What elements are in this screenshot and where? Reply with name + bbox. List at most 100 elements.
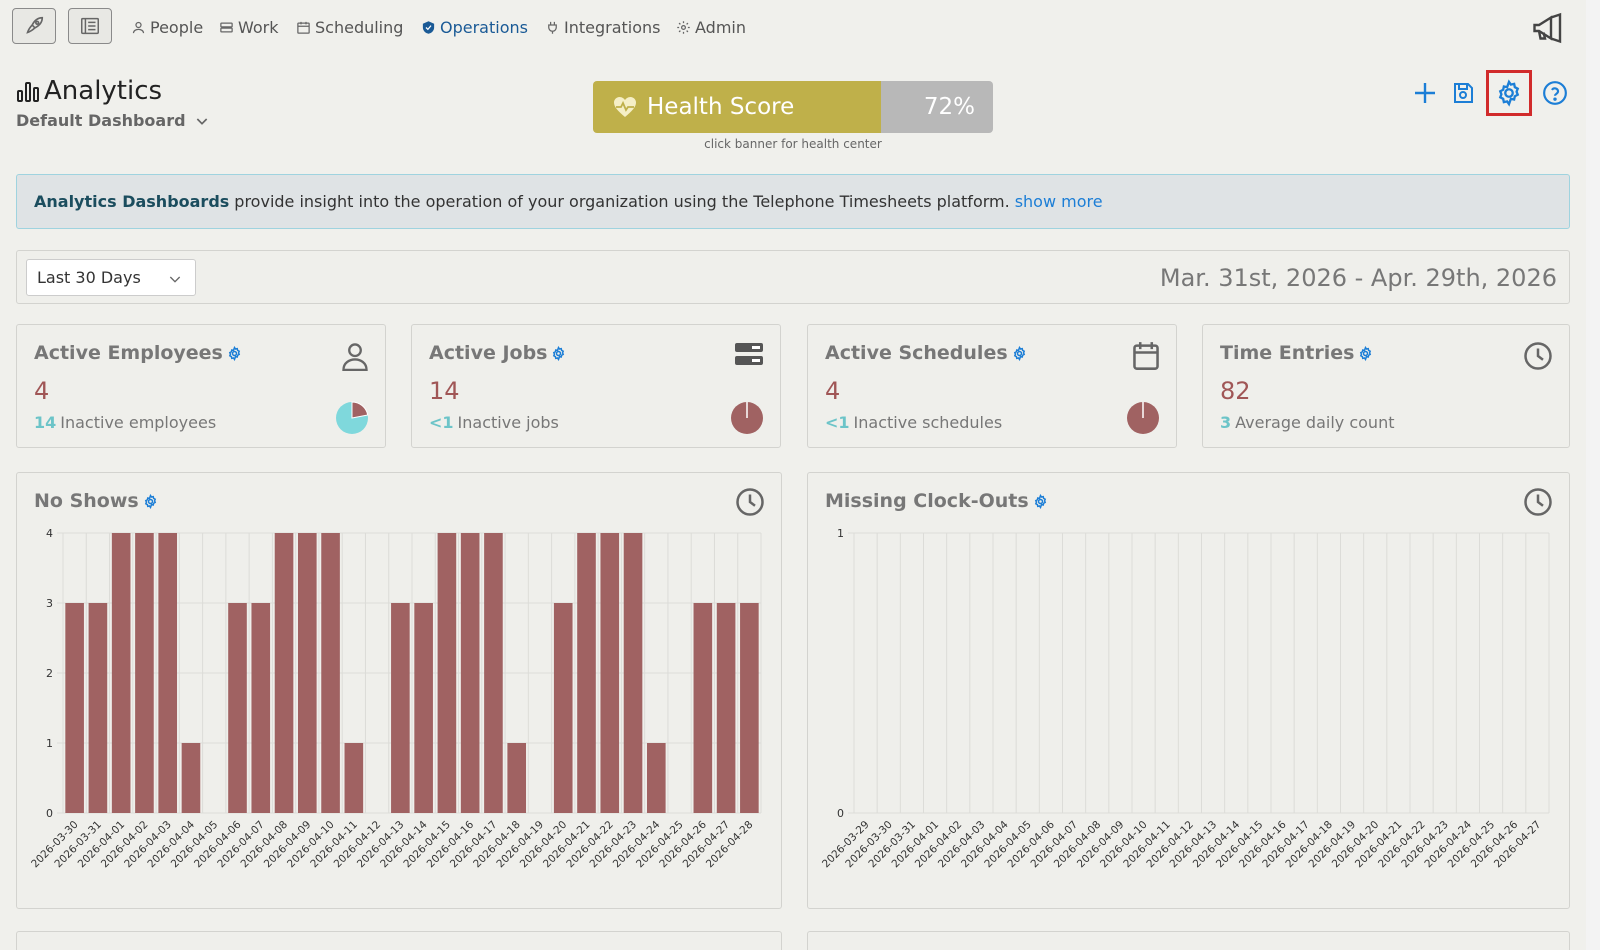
info-banner: Analytics Dashboards provide insight int… [16, 174, 1570, 229]
date-range-select[interactable]: Last 30 Days [26, 259, 196, 296]
top-nav: People Work Scheduling Operations Integr… [0, 0, 1586, 56]
stat-pie [1127, 402, 1159, 434]
nav-work-label: Work [238, 18, 279, 37]
stat-card-active-jobs: Active Jobs 14 <1 Inactive jobs [411, 324, 781, 448]
person-icon [132, 21, 145, 34]
bar[interactable] [391, 603, 410, 813]
help-button[interactable] [1540, 78, 1570, 108]
bar[interactable] [344, 743, 364, 813]
y-tick-label: 4 [46, 527, 53, 540]
info-banner-title: Analytics Dashboards [34, 192, 230, 211]
calendar-icon [297, 21, 310, 34]
nav-work[interactable]: Work [219, 18, 279, 37]
gear-icon [553, 345, 565, 361]
clock-icon [735, 487, 765, 521]
bar[interactable] [460, 533, 480, 813]
chart-card-missing-clock-outs: Missing Clock-Outs 0 1 2026-03-29 2026-03-3… [807, 472, 1570, 909]
health-score-label: Health Score [647, 94, 795, 120]
gear-icon [228, 345, 240, 361]
dashboard-actions [1410, 70, 1570, 116]
bar[interactable] [716, 603, 736, 813]
dashboard-settings-button[interactable] [1486, 70, 1532, 116]
dashboard-selector-label: Default Dashboard [16, 111, 186, 130]
bar[interactable] [251, 603, 271, 813]
chart-title: No Shows [34, 490, 158, 512]
nav-people[interactable]: People [131, 18, 203, 37]
bar[interactable] [623, 533, 643, 813]
chart-card-next-right [807, 931, 1570, 950]
chart-settings-button[interactable] [1033, 493, 1048, 509]
stat-settings-button[interactable] [1012, 345, 1027, 361]
work-icon [220, 22, 233, 33]
stat-value: 4 [34, 377, 50, 405]
save-dashboard-button[interactable] [1448, 78, 1478, 108]
bar[interactable] [553, 603, 573, 813]
bar[interactable] [437, 533, 457, 813]
stat-sub: 14 Inactive employees [34, 413, 216, 432]
stat-card-active-employees: Active Employees 4 14 Inactive employees [16, 324, 386, 448]
chart-settings-button[interactable] [143, 493, 158, 509]
date-range-selected: Last 30 Days [37, 268, 141, 287]
health-score-banner[interactable]: Health Score 72% [593, 81, 993, 133]
stat-settings-button[interactable] [1358, 345, 1373, 361]
add-widget-button[interactable] [1410, 78, 1440, 108]
page-title-text: Analytics [44, 76, 163, 106]
show-more-link[interactable]: show more [1014, 192, 1103, 211]
chart-card-no-shows: No Shows 0 1 2 3 4 2026-03-30 2026-03-31 2026-0… [16, 472, 782, 909]
stat-sub-number: 14 [34, 413, 57, 432]
bar-chart-icon [17, 82, 39, 102]
nav-operations-label: Operations [440, 18, 528, 37]
bar[interactable] [228, 603, 247, 813]
bar[interactable] [693, 603, 713, 813]
bar[interactable] [414, 603, 433, 813]
stat-sub-text: Inactive employees [60, 413, 217, 432]
stat-title-text: Time Entries [1220, 342, 1355, 364]
newspaper-icon [81, 17, 99, 35]
dashboard-button[interactable] [68, 8, 112, 44]
nav-admin[interactable]: Admin [676, 18, 746, 37]
stat-title: Active Jobs [429, 342, 566, 364]
bar[interactable] [484, 533, 503, 813]
stat-sub: <1 Inactive schedules [825, 413, 1002, 432]
stat-title-text: Active Employees [34, 342, 223, 364]
no-shows-chart: 012342026-03-302026-03-312026-04-012026-… [29, 527, 762, 870]
bar[interactable] [740, 603, 759, 813]
bar[interactable] [274, 533, 294, 813]
bar[interactable] [577, 533, 596, 813]
nav-integrations-label: Integrations [564, 18, 661, 37]
chevron-down-icon [196, 117, 207, 125]
bar[interactable] [158, 533, 178, 813]
stat-settings-button[interactable] [551, 345, 566, 361]
announcements-button[interactable] [1530, 10, 1566, 50]
health-hint: click banner for health center [704, 137, 882, 151]
bar[interactable] [297, 533, 317, 813]
stat-title: Active Employees [34, 342, 242, 364]
bar[interactable] [181, 743, 201, 813]
save-icon [1454, 83, 1473, 103]
bar[interactable] [507, 743, 527, 813]
stat-card-time-entries: Time Entries 82 3 Average daily count [1202, 324, 1570, 448]
scrollbar[interactable] [1586, 0, 1600, 950]
bar[interactable] [321, 533, 340, 813]
nav-admin-label: Admin [695, 18, 746, 37]
chart-title-text: No Shows [34, 490, 139, 512]
bar[interactable] [65, 603, 84, 813]
bar[interactable] [646, 743, 666, 813]
dashboard-selector[interactable]: Default Dashboard [16, 111, 210, 130]
person-icon [341, 341, 369, 375]
launch-button[interactable] [12, 8, 56, 44]
nav-integrations[interactable]: Integrations [545, 18, 661, 37]
nav-scheduling[interactable]: Scheduling [296, 18, 403, 37]
page-title: Analytics [16, 76, 162, 106]
bar[interactable] [111, 533, 131, 813]
info-banner-text: provide insight into the operation of yo… [234, 192, 1010, 211]
bar[interactable] [600, 533, 620, 813]
plus-icon [1415, 83, 1435, 103]
nav-operations[interactable]: Operations [421, 18, 528, 37]
bar[interactable] [135, 533, 154, 813]
stat-sub-text: Inactive jobs [457, 413, 559, 432]
stat-settings-button[interactable] [227, 345, 242, 361]
chevron-down-icon [169, 276, 181, 283]
bar[interactable] [88, 603, 108, 813]
gear-icon [144, 493, 156, 509]
